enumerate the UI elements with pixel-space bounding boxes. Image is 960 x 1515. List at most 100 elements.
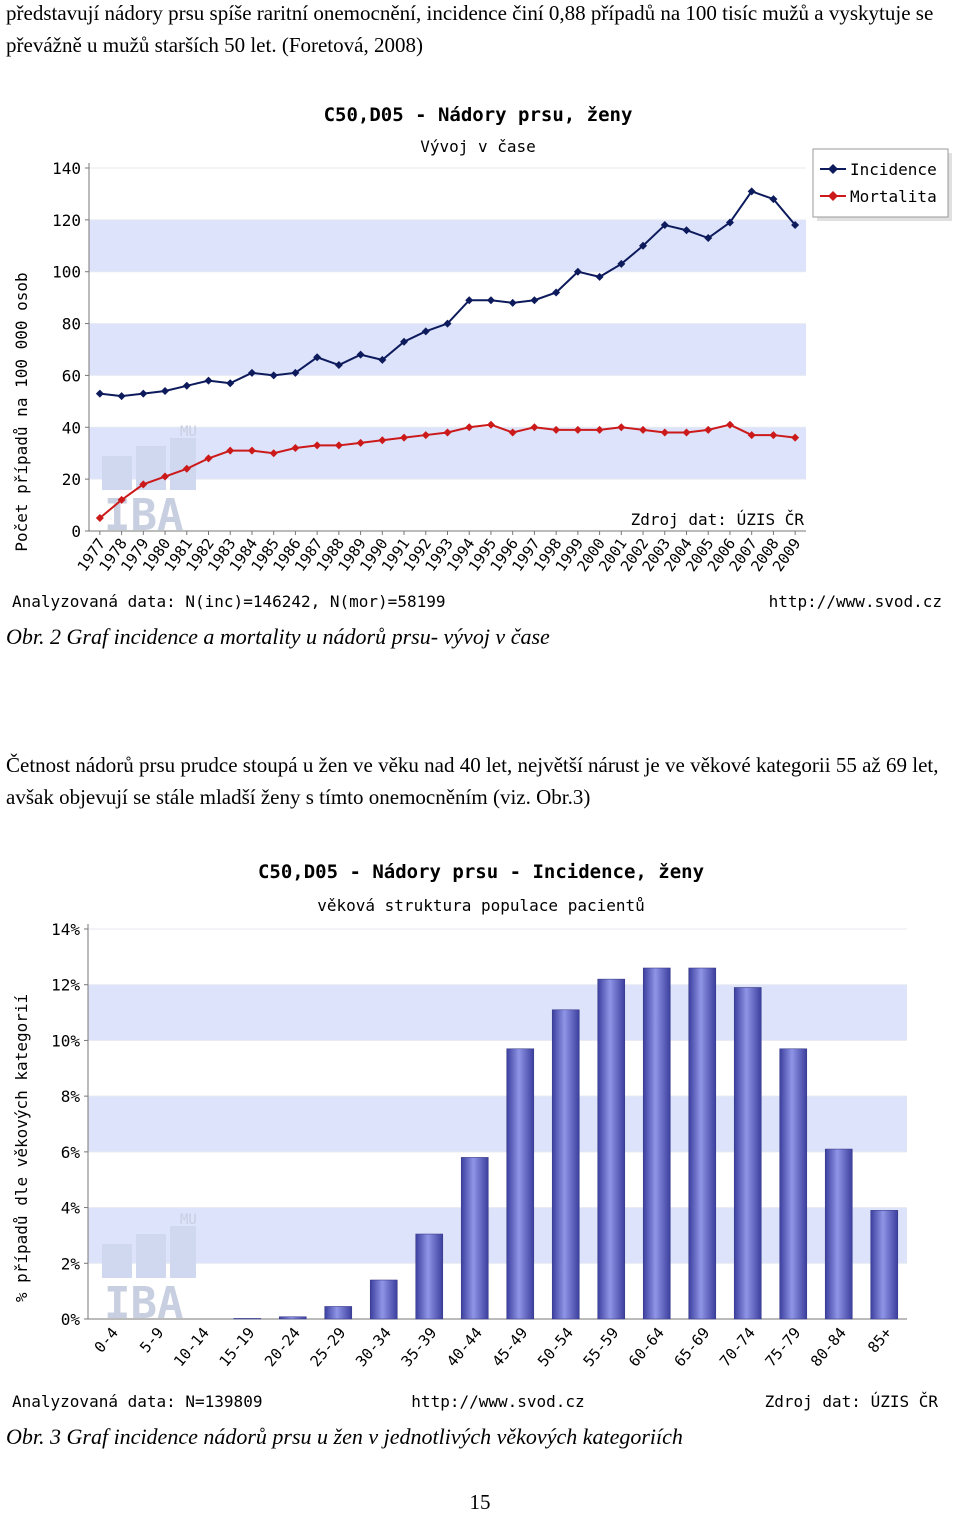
chart2-band bbox=[88, 1096, 907, 1152]
chart1-point bbox=[595, 272, 604, 281]
chart1-point bbox=[95, 514, 104, 523]
chart1-point bbox=[508, 428, 517, 437]
chart1-legend: Incidence Mortalita bbox=[812, 148, 952, 221]
intro-paragraph: představují nádory prsu spíše raritní on… bbox=[6, 1, 934, 57]
chart1-point bbox=[291, 444, 300, 453]
chart2-x-tick-label: 20-24 bbox=[261, 1324, 304, 1370]
chart1-point bbox=[704, 425, 713, 434]
chart2-bar bbox=[688, 967, 717, 1320]
chart2-bar bbox=[824, 1148, 853, 1320]
chart1-point bbox=[378, 436, 387, 445]
chart1-bands bbox=[89, 219, 806, 480]
chart2-bar bbox=[278, 1316, 307, 1320]
chart2-x-tick-label: 80-84 bbox=[807, 1324, 850, 1370]
legend-marker bbox=[828, 191, 838, 201]
chart1-point bbox=[573, 267, 582, 276]
chart1-point bbox=[291, 368, 300, 377]
chart1-point bbox=[334, 441, 343, 450]
chart1-point bbox=[226, 446, 235, 455]
chart1-x-ticks: 1977197819791980198119821983198419851986… bbox=[74, 531, 804, 575]
chart1-point bbox=[421, 431, 430, 440]
chart1-point bbox=[443, 319, 452, 328]
chart2-y-tick-label: 6% bbox=[61, 1143, 81, 1162]
chart2-y-tick-label: 14% bbox=[51, 920, 80, 939]
legend-label: Incidence bbox=[850, 160, 937, 179]
legend-marker bbox=[828, 164, 838, 174]
chart1-point bbox=[552, 425, 561, 434]
legend-box bbox=[812, 148, 949, 218]
chart1-point bbox=[660, 221, 669, 230]
chart2-x-tick-label: 35-39 bbox=[397, 1324, 440, 1370]
watermark-small-text: MU bbox=[180, 424, 197, 440]
chart1-point bbox=[639, 241, 648, 250]
chart1-point bbox=[530, 296, 539, 305]
chart1-point bbox=[704, 234, 713, 243]
watermark-block bbox=[102, 456, 132, 490]
chart2-y-tick-label: 10% bbox=[51, 1031, 80, 1050]
chart2-y-axis-label: % případů dle věkových kategorií bbox=[12, 994, 31, 1302]
bar-chart: IBA MU C50,D05 - Nádory prsu - Incidence,… bbox=[12, 861, 939, 1411]
chart1-point bbox=[486, 296, 495, 305]
chart2-footer-right: Zdroj dat: ÚZIS ČR bbox=[765, 1392, 939, 1411]
chart1-point bbox=[421, 327, 430, 336]
chart2-footer-left: Analyzovaná data: N=139809 bbox=[12, 1392, 262, 1411]
watermark-block bbox=[102, 1244, 132, 1278]
chart1-point bbox=[247, 446, 256, 455]
chart2-x-tick-label: 55-59 bbox=[579, 1324, 622, 1370]
chart1-point bbox=[486, 420, 495, 429]
chart1-point bbox=[400, 433, 409, 442]
chart1-y-tick-label: 0 bbox=[71, 522, 81, 541]
chart1-point bbox=[617, 423, 626, 432]
chart1-point bbox=[747, 431, 756, 440]
chart2-bar bbox=[597, 978, 626, 1320]
chart1-y-tick-label: 100 bbox=[52, 263, 81, 282]
chart1-band bbox=[89, 323, 806, 376]
chart2-x-tick-label: 85+ bbox=[864, 1324, 895, 1356]
chart1-point bbox=[269, 449, 278, 458]
chart1-point bbox=[617, 259, 626, 268]
chart2-bar bbox=[415, 1233, 444, 1320]
watermark-block bbox=[170, 438, 196, 490]
chart2-bar bbox=[551, 1009, 580, 1320]
chart2-watermark: IBA MU bbox=[102, 1212, 197, 1329]
chart1-point bbox=[182, 381, 191, 390]
chart1-point bbox=[226, 379, 235, 388]
chart1-point bbox=[161, 386, 170, 395]
chart1-point bbox=[204, 454, 213, 463]
chart2-x-tick-label: 45-49 bbox=[488, 1324, 531, 1370]
chart1-point bbox=[595, 425, 604, 434]
chart2-x-tick-label: 75-79 bbox=[761, 1324, 804, 1370]
chart2-bar bbox=[233, 1318, 262, 1320]
chart2-bar bbox=[733, 987, 762, 1320]
chart2-band bbox=[88, 984, 907, 1041]
chart1-y-tick-label: 120 bbox=[52, 211, 81, 230]
chart1-point bbox=[139, 389, 148, 398]
chart2-bar bbox=[779, 1048, 808, 1320]
chart2-x-tick-label: 10-14 bbox=[170, 1324, 213, 1370]
chart1-point bbox=[313, 353, 322, 362]
chart1-point bbox=[400, 337, 409, 346]
figure2-caption: Obr. 2 Graf incidence a mortality u nádo… bbox=[6, 624, 550, 649]
chart2-y-ticks: 0% 2% 4% 6% 8% 10% 12% 14% bbox=[51, 920, 88, 1329]
chart1-point bbox=[161, 472, 170, 481]
chart2-bar bbox=[460, 1157, 489, 1320]
chart2-bars bbox=[233, 967, 899, 1320]
chart1-point bbox=[552, 288, 561, 297]
chart1-point bbox=[443, 428, 452, 437]
chart1-series bbox=[95, 187, 800, 523]
chart1-point bbox=[573, 425, 582, 434]
chart1-point bbox=[139, 480, 148, 489]
watermark-block bbox=[170, 1226, 196, 1278]
chart2-subtitle: věková struktura populace pacientů bbox=[317, 896, 645, 915]
chart1-y-tick-label: 80 bbox=[62, 315, 81, 334]
chart1-y-tick-label: 40 bbox=[62, 418, 81, 437]
chart2-bar bbox=[870, 1210, 899, 1320]
chart1-point bbox=[269, 371, 278, 380]
chart1-point bbox=[117, 495, 126, 504]
chart1-point bbox=[791, 221, 800, 230]
chart1-point bbox=[465, 423, 474, 432]
chart2-x-ticks: 0-4 5-9 10-14 15-19 20-24 25-29 30-34 35-39 40-4… bbox=[91, 1324, 896, 1370]
chart1-point bbox=[639, 425, 648, 434]
chart1-point bbox=[117, 392, 126, 401]
chart1-point bbox=[769, 431, 778, 440]
